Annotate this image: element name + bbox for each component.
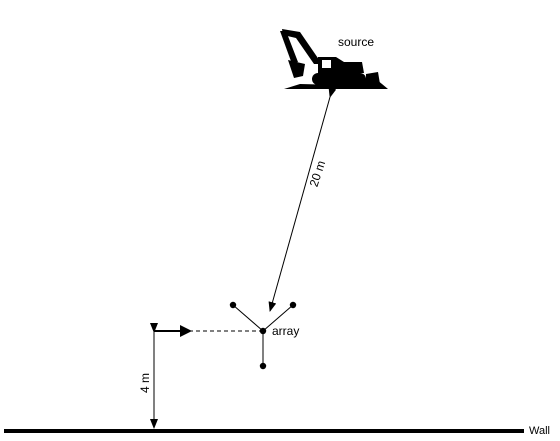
array-label: array xyxy=(272,324,300,338)
excavator-icon xyxy=(280,29,388,89)
source-label: source xyxy=(338,35,375,49)
distance-arrow-source-array xyxy=(268,87,337,312)
array-node-left xyxy=(229,301,237,309)
direction-arrow xyxy=(154,325,192,337)
distance-label-4m: 4 m xyxy=(138,372,152,393)
array-node-right xyxy=(289,301,297,309)
array-node-bottom xyxy=(259,362,267,370)
wall-label: Wall xyxy=(529,425,550,437)
